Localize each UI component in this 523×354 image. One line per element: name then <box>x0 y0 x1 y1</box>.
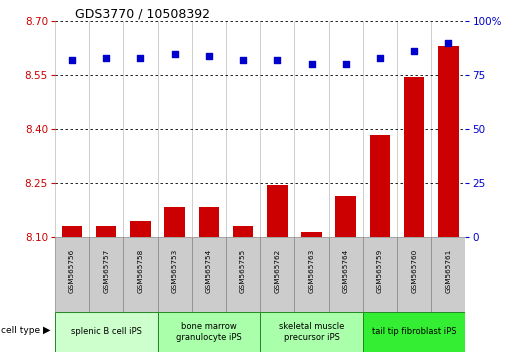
Bar <box>260 237 294 312</box>
Bar <box>328 237 363 312</box>
Text: GSM565754: GSM565754 <box>206 249 212 293</box>
Text: bone marrow
granulocyte iPS: bone marrow granulocyte iPS <box>176 322 242 342</box>
Bar <box>192 237 226 312</box>
Bar <box>96 226 117 237</box>
Text: ▶: ▶ <box>43 325 50 335</box>
Bar <box>363 237 397 312</box>
Bar <box>226 237 260 312</box>
Text: GSM565753: GSM565753 <box>172 249 178 293</box>
Point <box>444 40 452 46</box>
Bar <box>123 237 157 312</box>
Text: GSM565764: GSM565764 <box>343 249 349 293</box>
Bar <box>55 312 157 352</box>
Bar <box>335 196 356 237</box>
Text: GSM565759: GSM565759 <box>377 249 383 293</box>
Bar <box>233 226 253 237</box>
Point <box>170 51 179 56</box>
Point <box>308 62 316 67</box>
Point <box>137 55 145 61</box>
Point <box>273 57 281 63</box>
Text: GSM565758: GSM565758 <box>138 249 143 293</box>
Text: GSM565760: GSM565760 <box>411 249 417 293</box>
Point <box>204 53 213 59</box>
Bar <box>157 237 192 312</box>
Text: GSM565761: GSM565761 <box>446 249 451 293</box>
Bar <box>294 237 328 312</box>
Text: GSM565756: GSM565756 <box>69 249 75 293</box>
Text: GSM565757: GSM565757 <box>103 249 109 293</box>
Bar <box>62 226 82 237</box>
Text: tail tip fibroblast iPS: tail tip fibroblast iPS <box>372 327 457 336</box>
Bar <box>164 207 185 237</box>
Bar <box>55 237 89 312</box>
Point <box>410 48 418 54</box>
Bar <box>397 237 431 312</box>
Point <box>376 55 384 61</box>
Bar <box>404 77 424 237</box>
Bar <box>89 237 123 312</box>
Text: cell type: cell type <box>1 326 40 335</box>
Text: skeletal muscle
precursor iPS: skeletal muscle precursor iPS <box>279 322 344 342</box>
Bar <box>438 46 459 237</box>
Bar <box>363 312 465 352</box>
Bar <box>199 207 219 237</box>
Bar <box>260 312 363 352</box>
Bar <box>267 185 288 237</box>
Point <box>239 57 247 63</box>
Bar <box>157 312 260 352</box>
Point <box>68 57 76 63</box>
Text: GSM565763: GSM565763 <box>309 249 314 293</box>
Text: GDS3770 / 10508392: GDS3770 / 10508392 <box>75 7 210 20</box>
Text: GSM565755: GSM565755 <box>240 249 246 293</box>
Text: splenic B cell iPS: splenic B cell iPS <box>71 327 142 336</box>
Bar <box>130 221 151 237</box>
Bar <box>370 135 390 237</box>
Bar <box>431 237 465 312</box>
Bar <box>301 232 322 237</box>
Point <box>342 62 350 67</box>
Text: GSM565762: GSM565762 <box>274 249 280 293</box>
Point <box>102 55 110 61</box>
